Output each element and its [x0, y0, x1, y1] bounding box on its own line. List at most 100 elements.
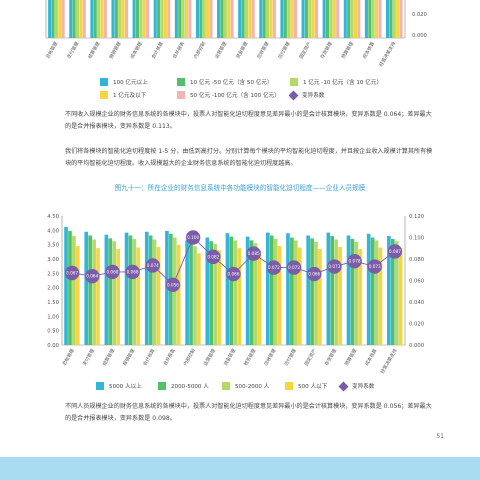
- legend-swatch: [177, 78, 185, 86]
- bar: [314, 241, 318, 345]
- top-bar: [195, 0, 200, 38]
- top-category-label: 成本管理: [129, 40, 144, 60]
- legend-item: 1 亿元 -10 亿元（含 10 亿元）: [290, 78, 382, 86]
- legend-label: 1 亿元及以下: [113, 93, 147, 99]
- top-bar: [308, 0, 312, 38]
- bar: [185, 240, 189, 345]
- legend-label: 1 亿元 -10 亿元（含 10 亿元）: [303, 80, 383, 86]
- top-right-tick: 0.020: [412, 12, 427, 18]
- paragraph-scoring: 我们将各模块的智能化迫切程度按 1-5 分，由低到高打分。分别计算每个模块的平均…: [65, 148, 433, 167]
- cv-point: [145, 258, 160, 273]
- top-bar: [199, 0, 203, 38]
- cv-point: [307, 266, 322, 282]
- top-bar: [251, 0, 255, 38]
- top-bar: [248, 0, 252, 38]
- category-label: 成本核算: [363, 347, 378, 367]
- bar: [358, 248, 363, 345]
- bar: [84, 231, 89, 345]
- top-bar: [269, 0, 273, 38]
- legend-label: 2000-5000 人: [171, 384, 209, 390]
- top-bar: [230, 0, 234, 38]
- top-category-label: 结算管理: [86, 40, 101, 60]
- top-category-label: 总帐管理: [44, 40, 59, 60]
- cv-point: [246, 246, 261, 261]
- cv-data-label: 0.078: [349, 259, 361, 264]
- paragraph-revenue-cv: 不同收入规模企业的财务信息系统的各模块中，投票人对智能化迫切程度意见差异最小的是…: [65, 111, 432, 130]
- cv-data-label: 0.067: [66, 270, 78, 275]
- y-left-tick: 4.50: [47, 214, 59, 220]
- top-bar: [121, 0, 125, 38]
- bar: [124, 232, 129, 345]
- cv-data-label: 0.100: [187, 235, 199, 240]
- legend-swatch: [100, 78, 108, 86]
- top-bar: [206, 0, 210, 38]
- cv-point: [286, 260, 302, 275]
- bar: [128, 235, 133, 345]
- top-bar: [174, 0, 178, 38]
- bar: [249, 240, 254, 345]
- bar: [172, 237, 177, 345]
- top-category-label: 经营决策支持: [377, 40, 397, 68]
- bar: [156, 246, 161, 345]
- top-bar: [326, 0, 330, 38]
- bar: [277, 246, 282, 345]
- legend-diamond-icon: [338, 381, 349, 391]
- bar: [245, 236, 250, 345]
- cv-point: [387, 244, 403, 259]
- bar: [229, 236, 234, 345]
- top-category-label: 运营管理: [213, 40, 228, 60]
- top-bar: [97, 0, 101, 38]
- top-bar: [272, 0, 276, 38]
- bar: [378, 247, 383, 345]
- top-bar: [353, 0, 357, 38]
- top-bar: [364, 0, 368, 38]
- top-bar: [157, 0, 161, 38]
- top-bar: [241, 0, 245, 38]
- cv-data-label: 0.074: [147, 263, 159, 268]
- cv-point: [64, 265, 80, 281]
- bar: [354, 241, 359, 345]
- bar: [213, 244, 217, 345]
- category-label: 支付管理: [81, 347, 96, 367]
- bar: [72, 236, 76, 345]
- top-bar: [262, 0, 266, 38]
- top-bar: [153, 0, 157, 38]
- top-bar: [188, 0, 192, 38]
- top-bar: [75, 0, 80, 38]
- bar: [152, 239, 157, 345]
- bar: [350, 238, 355, 345]
- top-bar: [227, 0, 231, 38]
- page-number: 51: [436, 433, 444, 440]
- bar: [64, 226, 68, 345]
- legend-item: 变异系数: [288, 90, 324, 100]
- cv-data-label: 0.066: [308, 272, 320, 277]
- top-bar: [139, 0, 143, 38]
- top-category-label: 报销管理: [107, 40, 122, 60]
- y-right-tick: 0.080: [409, 257, 425, 263]
- category-label: 合并报表: [161, 347, 176, 367]
- bar: [96, 248, 100, 345]
- legend-item: 50 亿元 -100 亿元（含 100 亿元）: [177, 91, 280, 99]
- top-bar: [132, 0, 136, 38]
- top-bar: [163, 0, 167, 38]
- bar: [225, 233, 230, 345]
- bar: [209, 241, 214, 345]
- top-bar: [111, 0, 115, 38]
- bar: [253, 243, 258, 345]
- cv-data-label: 0.056: [167, 282, 179, 287]
- legend-swatch: [222, 382, 230, 390]
- bar: [189, 243, 193, 345]
- legend-swatch: [285, 382, 293, 390]
- top-bar: [58, 0, 62, 38]
- cv-data-label: 0.073: [328, 264, 340, 269]
- category-label: 经营决策支持: [379, 347, 399, 375]
- bar: [326, 232, 331, 345]
- legend-label: 变异系数: [352, 384, 375, 390]
- legend-item: 10 亿元 -50 亿元（含 50 亿元）: [177, 78, 273, 86]
- y-left-tick: 0.00: [47, 343, 59, 349]
- top-category-label: 会计核算: [150, 40, 165, 60]
- top-category-label: 资金管理: [234, 40, 249, 60]
- top-bar: [217, 0, 221, 38]
- legend-swatch: [96, 382, 104, 390]
- bar: [273, 238, 278, 345]
